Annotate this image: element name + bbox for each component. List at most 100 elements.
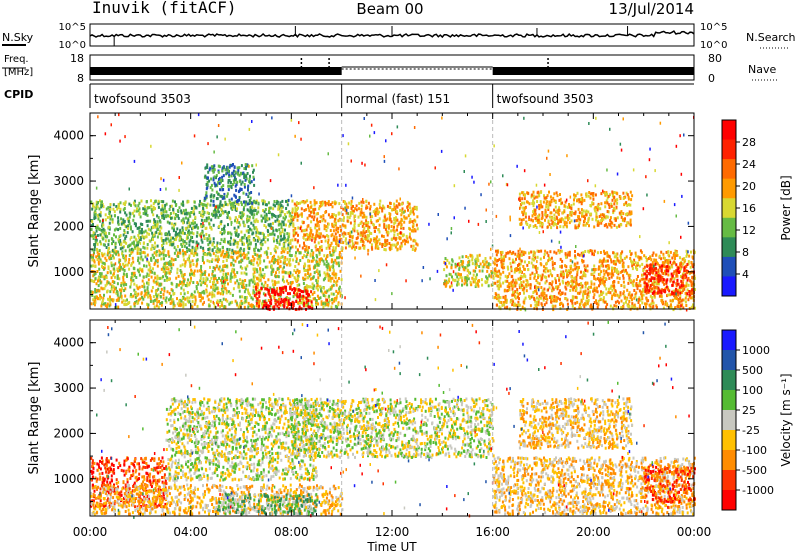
heatmap-cell bbox=[528, 295, 531, 299]
heatmap-cell bbox=[301, 256, 304, 260]
heatmap-cell bbox=[166, 262, 169, 265]
heatmap-cell bbox=[227, 282, 229, 286]
heatmap-cell bbox=[219, 231, 222, 235]
heatmap-cell bbox=[580, 251, 583, 255]
heatmap-cell bbox=[137, 256, 140, 260]
heatmap-cell bbox=[252, 304, 254, 308]
heatmap-cell bbox=[454, 272, 457, 276]
heatmap-cell bbox=[109, 271, 112, 275]
heatmap-cell bbox=[220, 222, 222, 226]
heatmap-cell bbox=[171, 199, 174, 203]
heatmap-cell bbox=[111, 220, 114, 224]
heatmap-cell bbox=[244, 287, 247, 291]
heatmap-cell bbox=[239, 278, 242, 282]
heatmap-cell bbox=[297, 233, 299, 237]
heatmap-cell bbox=[308, 267, 311, 271]
heatmap-cell bbox=[109, 217, 112, 221]
heatmap-cell bbox=[504, 254, 507, 258]
heatmap-cell bbox=[141, 301, 144, 305]
heatmap-cell bbox=[228, 165, 231, 169]
heatmap-cell bbox=[655, 281, 658, 285]
heatmap-cell bbox=[300, 200, 303, 204]
heatmap-cell bbox=[308, 209, 311, 213]
heatmap-cell bbox=[302, 299, 305, 303]
heatmap-cell bbox=[245, 236, 248, 240]
heatmap-cell bbox=[584, 250, 587, 253]
heatmap-cell bbox=[325, 263, 328, 267]
heatmap-cell bbox=[214, 208, 217, 212]
heatmap-cell bbox=[250, 228, 253, 232]
heatmap-cell bbox=[296, 295, 299, 299]
heatmap-cell bbox=[156, 223, 159, 227]
heatmap-cell bbox=[241, 236, 244, 240]
heatmap-cell bbox=[180, 219, 183, 223]
heatmap-cell bbox=[247, 184, 250, 188]
heatmap-cell bbox=[98, 255, 101, 259]
heatmap-cell bbox=[140, 291, 143, 295]
heatmap-cell bbox=[606, 254, 609, 258]
heatmap-cell bbox=[623, 256, 626, 260]
heatmap-cell bbox=[493, 271, 496, 275]
heatmap-cell bbox=[506, 285, 509, 289]
heatmap-cell bbox=[323, 277, 326, 281]
heatmap-cell bbox=[155, 250, 158, 254]
heatmap-cell bbox=[217, 258, 220, 262]
heatmap-cell bbox=[195, 247, 198, 251]
heatmap-cell bbox=[190, 249, 192, 253]
heatmap-cell bbox=[339, 294, 342, 298]
heatmap-cell bbox=[97, 276, 100, 280]
heatmap-cell bbox=[559, 257, 562, 261]
heatmap-cell bbox=[247, 292, 250, 296]
heatmap-cell bbox=[294, 245, 297, 249]
heatmap-cell bbox=[118, 288, 121, 292]
heatmap-cell bbox=[253, 207, 256, 211]
heatmap-cell bbox=[283, 305, 286, 309]
heatmap-cell bbox=[332, 225, 335, 229]
heatmap-cell bbox=[178, 237, 181, 241]
heatmap-cell bbox=[203, 271, 206, 275]
heatmap-cell bbox=[290, 219, 293, 223]
heatmap-cell bbox=[674, 295, 677, 299]
heatmap-cell bbox=[312, 256, 314, 260]
heatmap-cell bbox=[672, 308, 675, 312]
heatmap-cell bbox=[164, 204, 167, 207]
heatmap-cell bbox=[400, 213, 403, 217]
heatmap-cell bbox=[114, 241, 117, 245]
heatmap-cell bbox=[207, 243, 210, 247]
heatmap-cell bbox=[229, 274, 232, 278]
heatmap-cell bbox=[307, 246, 310, 250]
heatmap-cell bbox=[209, 299, 212, 303]
heatmap-cell bbox=[248, 238, 251, 242]
heatmap-cell bbox=[294, 206, 297, 210]
heatmap-cell bbox=[400, 241, 403, 245]
heatmap-cell bbox=[332, 283, 335, 287]
heatmap-cell bbox=[288, 224, 291, 228]
heatmap-cell bbox=[570, 264, 573, 268]
heatmap-cell bbox=[316, 284, 319, 288]
heatmap-cell bbox=[141, 258, 144, 262]
heatmap-cell bbox=[176, 232, 179, 236]
heatmap-cell bbox=[350, 206, 353, 210]
heatmap-cell bbox=[217, 192, 220, 196]
heatmap-cell bbox=[684, 284, 687, 288]
heatmap-cell bbox=[373, 240, 376, 244]
heatmap-cell bbox=[246, 202, 249, 206]
heatmap-cell bbox=[134, 247, 137, 250]
heatmap-cell bbox=[572, 288, 575, 292]
heatmap-cell bbox=[520, 274, 523, 278]
heatmap-cell bbox=[361, 224, 364, 228]
heatmap-cell bbox=[212, 240, 215, 244]
heatmap-cell bbox=[457, 277, 460, 281]
heatmap-cell bbox=[624, 268, 627, 272]
heatmap-cell bbox=[226, 253, 228, 257]
heatmap-cell bbox=[266, 265, 269, 269]
heatmap-cell bbox=[215, 213, 218, 217]
heatmap-cell bbox=[504, 299, 507, 303]
heatmap-cell bbox=[92, 279, 95, 283]
heatmap-cell bbox=[638, 304, 641, 308]
heatmap-cell bbox=[267, 304, 269, 308]
heatmap-cell bbox=[165, 210, 168, 214]
heatmap-cell bbox=[267, 278, 270, 282]
heatmap-cell bbox=[153, 271, 156, 275]
heatmap-cell bbox=[220, 185, 223, 189]
